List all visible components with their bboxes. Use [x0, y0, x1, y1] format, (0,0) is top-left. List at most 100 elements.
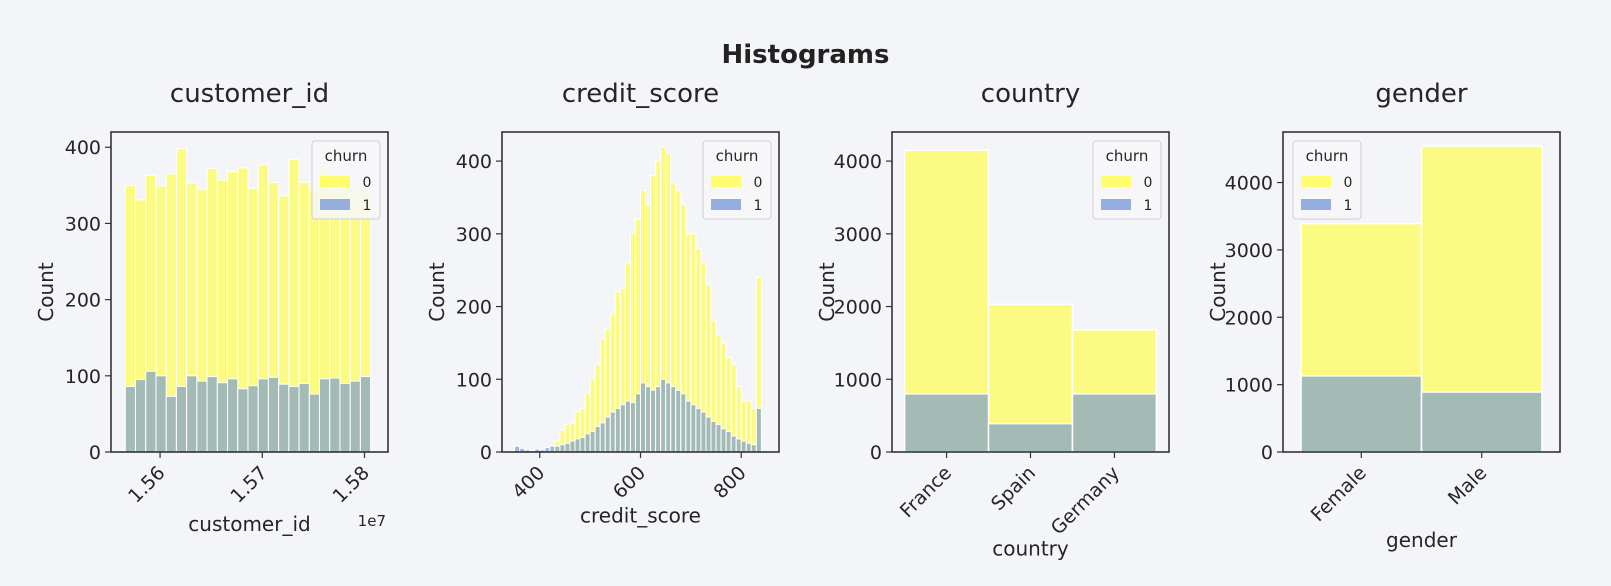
- y-tick-label: 3000: [834, 224, 882, 246]
- legend-swatch-churn-0: [1301, 176, 1331, 187]
- legend: churn 0 1: [311, 140, 381, 220]
- chart-title: country: [981, 79, 1080, 109]
- bar-churn-1: [216, 382, 229, 453]
- bar-churn-1: [359, 376, 372, 453]
- bar-churn-1: [740, 440, 747, 453]
- bar-churn-1: [298, 382, 310, 453]
- legend-label-churn-0: 0: [363, 175, 372, 191]
- x-tick-label: Male: [1444, 462, 1491, 509]
- y-tick-label: 400: [65, 137, 101, 159]
- legend-label-churn-1: 1: [1144, 198, 1153, 214]
- bar-churn-1: [609, 411, 616, 453]
- bar-churn-1: [624, 400, 631, 453]
- legend-label-churn-1: 1: [754, 198, 763, 214]
- bar-churn-1: [278, 383, 290, 453]
- bar-churn-1: [634, 393, 641, 453]
- chart-country: country 0 1000 2000 3000 4000 Count France Spain…: [815, 79, 1170, 560]
- bar-churn-1: [655, 386, 662, 453]
- chart-title: customer_id: [170, 79, 329, 109]
- legend-swatch-churn-0: [320, 176, 350, 187]
- x-tick-label: France: [896, 462, 956, 522]
- bar-churn-1: [1420, 391, 1543, 453]
- bar-churn-1: [1300, 375, 1423, 453]
- bar-churn-1: [124, 385, 137, 453]
- bar-churn-1: [549, 445, 556, 453]
- bar-churn-1: [987, 422, 1074, 453]
- chart-credit-score: credit_score 0 100 200 300 400 Count 400 600 800 c…: [425, 79, 780, 528]
- y-tick-label: 300: [456, 224, 492, 246]
- legend-label-churn-0: 0: [754, 175, 763, 191]
- bar-churn-1: [175, 385, 188, 453]
- bar-churn-1: [267, 376, 280, 453]
- legend-swatch-churn-1: [1301, 199, 1331, 210]
- bar-churn-1: [903, 393, 990, 453]
- legend-swatch-churn-1: [320, 199, 350, 210]
- chart-gender: gender 0 1000 2000 3000 4000 Count Female Male ge…: [1206, 79, 1561, 552]
- legend-swatch-churn-1: [1101, 199, 1131, 210]
- bar-churn-1: [640, 382, 647, 453]
- legend: churn 0 1: [702, 140, 772, 220]
- bar-churn-1: [349, 380, 361, 453]
- bar-churn-1: [514, 445, 521, 453]
- axes-frame: [1282, 131, 1561, 453]
- bar-churn-1: [569, 440, 576, 453]
- bar-churn-1: [735, 438, 742, 453]
- bar-churn-1: [196, 380, 208, 453]
- bar-churn-1: [665, 382, 672, 453]
- x-axis-label: country: [992, 536, 1069, 560]
- legend-title: churn: [325, 147, 368, 165]
- y-tick-label: 1000: [834, 369, 882, 391]
- bar-churn-1: [685, 400, 692, 453]
- bar-churn-1: [690, 404, 697, 453]
- bar-churn-1: [564, 442, 571, 453]
- legend-title: churn: [1306, 147, 1349, 165]
- bar-churn-1: [720, 428, 727, 453]
- bar-churn-1: [329, 377, 341, 453]
- chart-title: credit_score: [562, 79, 719, 109]
- y-axis-label: Count: [34, 262, 58, 322]
- bar-churn-1: [579, 436, 586, 453]
- bar-churn-1: [750, 444, 757, 453]
- chart-customer-id: customer_id 0 100 200 300 400 Count 1.56 1.57 1.5…: [34, 79, 389, 536]
- y-tick-label: 4000: [834, 151, 882, 173]
- bar-churn-1: [559, 444, 566, 453]
- bar-churn-1: [730, 435, 737, 453]
- bar-churn-1: [725, 431, 732, 453]
- y-tick-label: 0: [480, 442, 492, 464]
- legend-label-churn-0: 0: [1144, 175, 1153, 191]
- x-tick-label: 800: [710, 462, 751, 503]
- x-tick-label: Germany: [1047, 462, 1124, 539]
- bar-churn-1: [745, 442, 752, 453]
- bar-churn-1: [599, 422, 606, 453]
- x-tick-label: 1.57: [226, 462, 271, 507]
- y-tick-label: 0: [1261, 442, 1273, 464]
- y-tick-label: 300: [65, 213, 101, 235]
- bar-churn-1: [227, 378, 239, 453]
- bar-churn-1: [247, 385, 259, 453]
- bar-churn-1: [257, 378, 269, 453]
- y-tick-label: 4000: [1225, 173, 1273, 195]
- bar-churn-1: [660, 378, 667, 453]
- bar-churn-1: [710, 420, 717, 453]
- bar-churn-1: [574, 438, 581, 453]
- y-tick-label: 0: [870, 442, 882, 464]
- bar-churn-1: [589, 431, 596, 453]
- y-tick-label: 3000: [1225, 240, 1273, 262]
- bar-churn-1: [645, 386, 652, 453]
- x-axis-label: customer_id: [188, 512, 310, 536]
- y-tick-label: 200: [456, 297, 492, 319]
- bar-churn-1: [165, 395, 177, 453]
- bar-churn-1: [594, 426, 601, 453]
- bar-churn-1: [670, 386, 677, 453]
- legend-label-churn-1: 1: [1344, 198, 1353, 214]
- legend-label-churn-0: 0: [1344, 175, 1353, 191]
- y-tick-label: 2000: [1225, 307, 1273, 329]
- x-tick-label: 1.56: [124, 462, 169, 507]
- bar-churn-1: [619, 404, 626, 453]
- bar-churn-1: [700, 411, 707, 453]
- legend: churn 0 1: [1292, 140, 1362, 220]
- bar-churn-1: [145, 370, 157, 453]
- y-tick-label: 100: [65, 366, 101, 388]
- bar-churn-1: [135, 379, 147, 453]
